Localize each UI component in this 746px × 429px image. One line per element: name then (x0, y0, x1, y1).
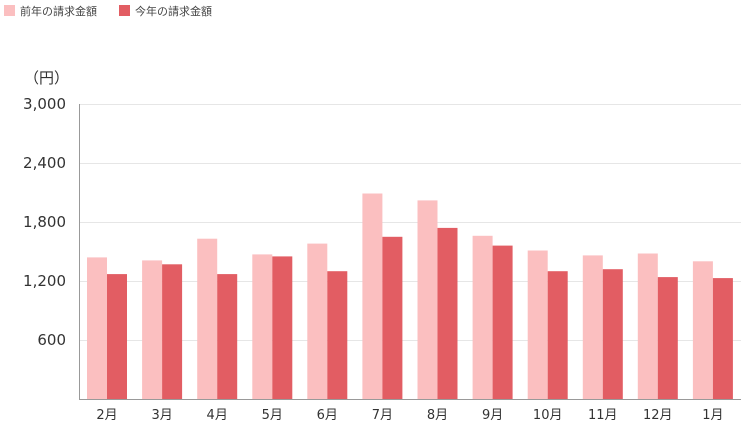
bar-current-year[interactable] (712, 278, 733, 399)
bar-previous-year[interactable] (582, 255, 603, 399)
bar-previous-year[interactable] (637, 253, 658, 400)
y-tick-label: 1,200 (23, 272, 66, 290)
bar-previous-year[interactable] (362, 193, 383, 400)
bar-previous-year[interactable] (197, 238, 218, 399)
y-tick-label: 600 (37, 331, 66, 349)
bar-previous-year[interactable] (307, 243, 328, 399)
bar-current-year[interactable] (107, 274, 127, 399)
x-tick-label: 1月 (702, 408, 723, 423)
x-tick-label: 3月 (151, 408, 172, 423)
bar-current-year[interactable] (327, 271, 348, 399)
legend-swatch-current-year (119, 5, 130, 16)
grid-lines (80, 104, 741, 341)
bar-previous-year[interactable] (527, 250, 548, 400)
bar-current-year[interactable] (437, 227, 458, 399)
bar-current-year[interactable] (382, 236, 403, 400)
y-tick-label: 2,400 (23, 154, 66, 172)
x-tick-label: 8月 (427, 408, 448, 423)
bar-current-year[interactable] (162, 264, 183, 399)
y-tick-label: 3,000 (23, 95, 66, 113)
bar-current-year[interactable] (657, 277, 678, 399)
x-tick-label: 12月 (643, 408, 673, 423)
x-tick-label: 11月 (588, 408, 618, 423)
legend-label-current-year: 今年の請求金額 (135, 4, 212, 18)
legend-label-previous-year: 前年の請求金額 (20, 4, 97, 18)
x-tick-label: 2月 (96, 408, 117, 423)
legend-item-previous-year[interactable]: 前年の請求金額 (4, 4, 97, 18)
bar-current-year[interactable] (217, 274, 238, 399)
bar-previous-year[interactable] (252, 254, 273, 399)
x-tick-label: 6月 (317, 408, 338, 423)
bar-current-year[interactable] (547, 271, 568, 399)
x-tick-label: 5月 (262, 408, 283, 423)
bar-current-year[interactable] (272, 256, 293, 399)
bar-current-year[interactable] (492, 245, 513, 399)
legend-item-current-year[interactable]: 今年の請求金額 (119, 4, 212, 18)
bar-previous-year[interactable] (472, 235, 493, 399)
bar-previous-year[interactable] (142, 260, 163, 399)
x-tick-label: 10月 (533, 408, 563, 423)
bar-previous-year[interactable] (692, 261, 713, 399)
y-axis-tick-labels: 3,000 2,400 1,800 1,200 600 (23, 95, 66, 349)
x-tick-label: 9月 (482, 408, 503, 423)
bar-current-year[interactable] (602, 269, 623, 399)
x-axis-tick-labels: 2月 3月 4月 5月 6月 7月 8月 9月 10月 11月 12月 1月 (96, 408, 723, 423)
x-tick-label: 7月 (372, 408, 393, 423)
x-tick-label: 4月 (207, 408, 228, 423)
bars (87, 193, 733, 400)
legend: 前年の請求金額 今年の請求金額 (4, 4, 212, 18)
y-tick-label: 1,800 (23, 213, 66, 231)
y-axis-unit-label: （円） (24, 69, 69, 87)
legend-swatch-previous-year (4, 5, 15, 16)
bar-previous-year[interactable] (87, 257, 107, 399)
bar-previous-year[interactable] (417, 200, 438, 399)
